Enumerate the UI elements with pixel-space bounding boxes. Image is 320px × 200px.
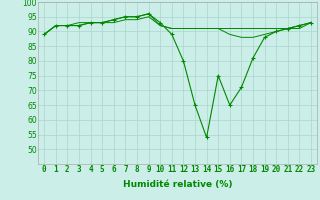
X-axis label: Humidité relative (%): Humidité relative (%): [123, 180, 232, 189]
